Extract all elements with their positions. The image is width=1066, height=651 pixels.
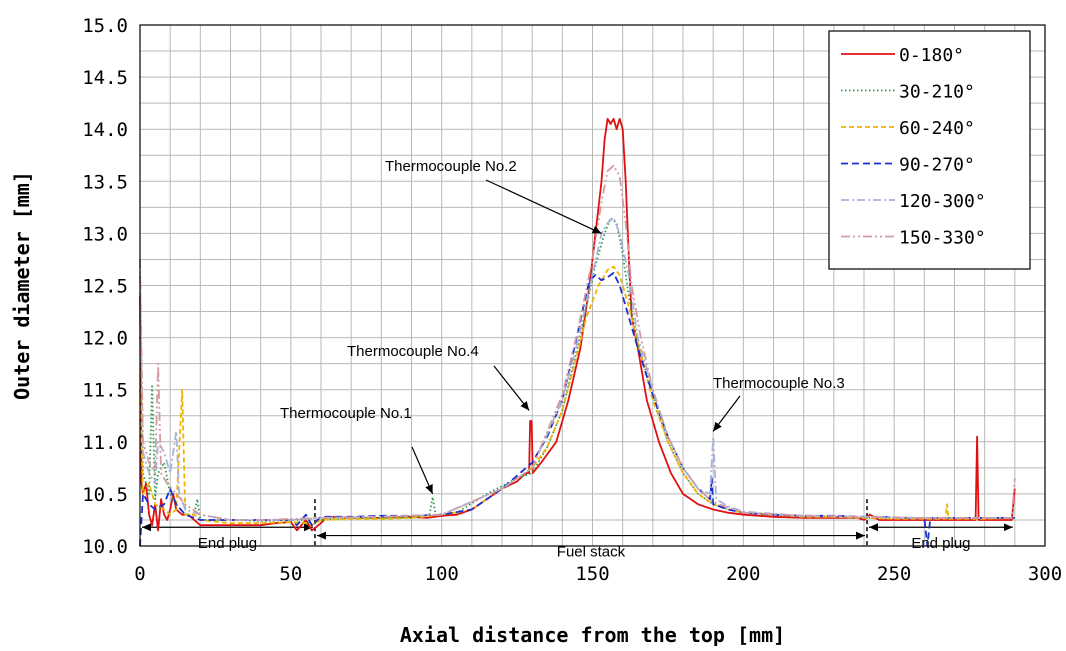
annotation-arrow xyxy=(493,365,530,411)
series-line xyxy=(139,216,1015,521)
region-label: End plug xyxy=(198,535,257,552)
y-tick-label: 11.5 xyxy=(82,380,128,402)
y-tick-label: 13.0 xyxy=(82,223,128,245)
y-tick-label: 12.0 xyxy=(82,328,128,350)
x-tick-label: 150 xyxy=(575,563,609,585)
legend-box xyxy=(828,30,1031,270)
y-tick-labels: 10.0 10.5 11.0 11.5 12.0 12.5 13.0 13.5 14.0 14.5… xyxy=(82,15,128,558)
legend-label: 0-180° xyxy=(899,45,964,66)
x-tick-labels: 0 50 100 150 200 250 300 xyxy=(134,563,1062,585)
legend-label: 120-300° xyxy=(899,191,986,212)
y-tick-label: 14.5 xyxy=(82,67,128,89)
annotation-arrow xyxy=(411,446,434,495)
x-tick-label: 300 xyxy=(1028,563,1062,585)
y-tick-label: 10.0 xyxy=(82,536,128,558)
series-line xyxy=(139,216,1015,527)
y-axis-title: Outer diameter [mm] xyxy=(10,171,34,400)
x-axis-title: Axial distance from the top [mm] xyxy=(400,623,785,647)
x-tick-label: 100 xyxy=(425,563,459,585)
legend-label: 90-270° xyxy=(899,155,975,176)
y-tick-label: 12.5 xyxy=(82,276,128,298)
legend: 0-180° 30-210° 60-240° 90-270° 120-300° 150-3… xyxy=(828,30,1031,270)
x-tick-label: 200 xyxy=(726,563,760,585)
annotation-label: Thermocouple No.2 xyxy=(385,158,517,175)
x-tick-label: 250 xyxy=(877,563,911,585)
y-tick-label: 10.5 xyxy=(82,484,128,506)
plot-frame xyxy=(139,24,1046,547)
y-tick-label: 15.0 xyxy=(82,15,128,37)
legend-label: 150-330° xyxy=(899,228,986,249)
y-tick-label: 13.5 xyxy=(82,171,128,193)
region-label: End plug xyxy=(911,535,970,552)
legend-label: 60-240° xyxy=(899,118,975,139)
annotation-label: Thermocouple No.4 xyxy=(347,343,479,360)
region-label: Fuel stack xyxy=(557,544,626,561)
annotation-arrow xyxy=(485,179,602,234)
series-line xyxy=(139,272,1015,547)
y-tick-label: 14.0 xyxy=(82,119,128,141)
x-tick-label: 0 xyxy=(134,563,145,585)
series-line xyxy=(139,265,1015,527)
x-tick-label: 50 xyxy=(279,563,302,585)
series-line xyxy=(139,117,1016,532)
annotation-label: Thermocouple No.1 xyxy=(280,405,412,422)
legend-label: 30-210° xyxy=(899,82,975,103)
annotation-layer: Thermocouple No.2 Thermocouple No.4 Thermo… xyxy=(280,158,845,495)
series-layer xyxy=(139,117,1016,547)
annotation-label: Thermocouple No.3 xyxy=(713,375,845,392)
annotation-arrow xyxy=(712,395,741,432)
y-tick-label: 11.0 xyxy=(82,432,128,454)
region-layer: End plug Fuel stack End plug xyxy=(142,499,1013,561)
